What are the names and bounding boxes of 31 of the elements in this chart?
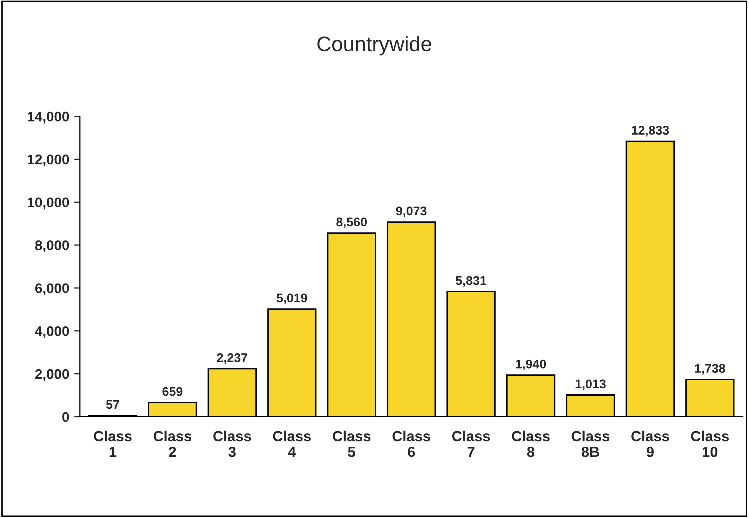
data-label: 659 [162,387,183,396]
data-label: 5,019 [276,294,308,304]
y-tick-label: 10,000 [28,198,70,210]
x-tick-label: Class 6 [392,430,430,458]
data-label: 8,560 [336,218,367,228]
x-tick-label: Class 7 [452,430,490,458]
y-tick-label: 4,000 [35,326,70,338]
y-tick-label: 2,000 [35,369,70,382]
data-label: 9,073 [396,206,427,218]
data-label: 1,940 [516,360,546,371]
x-tick-label: Class 2 [154,430,192,458]
data-label: 5,831 [456,276,487,288]
chart-title: Countrywide [318,36,432,56]
x-tick-label: Class 8B [572,430,610,458]
x-tick-label: Class 8 [512,430,550,458]
data-label: 2,237 [217,353,248,364]
data-label: 1,738 [695,364,726,375]
y-tick-label: 6,000 [35,284,70,296]
x-tick-label: Class 3 [214,430,252,458]
data-label: 57 [106,400,120,410]
data-label: 1,013 [576,380,606,390]
x-tick-label: Class 1 [94,430,132,458]
y-tick-label: 14,000 [28,112,70,124]
y-tick-label: 8,000 [35,240,70,252]
y-tick-label: 0 [62,412,70,422]
y-tick-label: 12,000 [28,154,70,167]
x-tick-label: Class 10 [691,430,730,458]
x-tick-label: Class 9 [632,430,670,458]
data-label: 12,833 [632,126,670,137]
x-tick-label: Class 4 [273,430,311,458]
x-tick-label: Class 5 [333,430,371,458]
